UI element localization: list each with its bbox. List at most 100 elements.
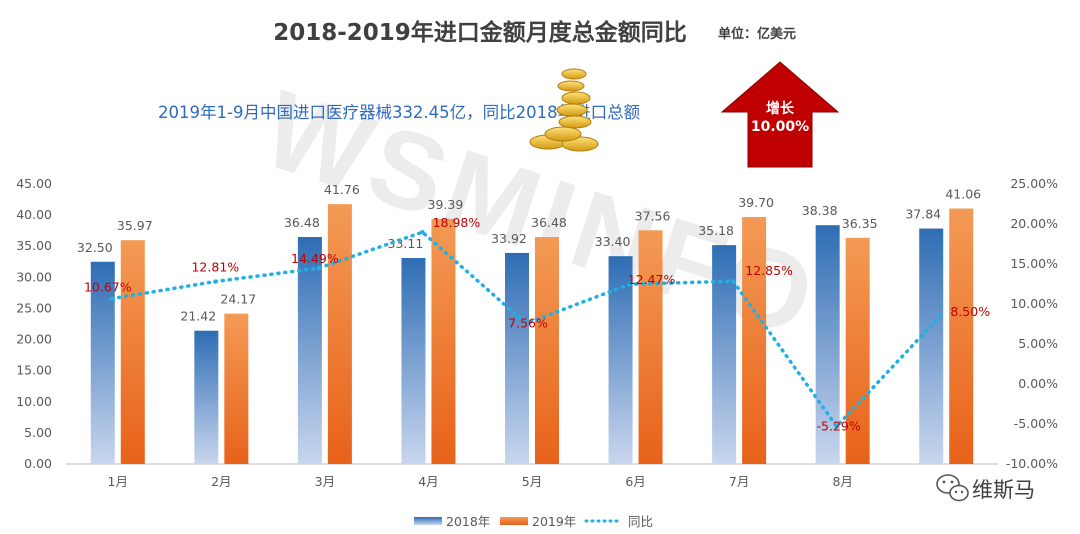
brand-badge: 维斯马 — [936, 474, 1035, 502]
bar-2018 — [919, 228, 944, 464]
yoy-label: 7.56% — [508, 316, 548, 331]
arrow-label-bottom: 10.00% — [751, 119, 809, 135]
arrow-label-top: 增长 — [766, 100, 795, 117]
y-tick-label: 30.00 — [16, 269, 52, 284]
bar-2019 — [535, 237, 559, 464]
bar-label-2018: 32.50 — [77, 240, 113, 255]
bar-label-2018: 33.11 — [388, 236, 424, 251]
bar-2018 — [297, 237, 322, 464]
y2-tick-label: 10.00% — [1010, 296, 1058, 311]
y2-tick-label: 5.00% — [1018, 336, 1058, 351]
yoy-label: 8.50% — [950, 304, 990, 319]
bar-label-2018: 21.42 — [180, 309, 216, 324]
yoy-point — [834, 424, 839, 429]
unit-label: 单位：亿美元 — [718, 26, 796, 42]
yoy-line-series — [109, 229, 943, 430]
yoy-label: 12.47% — [628, 272, 676, 287]
y-tick-label: 45.00 — [16, 176, 52, 191]
x-tick-label: 1月 — [108, 474, 128, 489]
y-tick-label: 35.00 — [16, 238, 52, 253]
x-axis: 1月 2月 3月 4月 5月 6月 7月 8月 — [108, 474, 853, 489]
x-tick-label: 6月 — [625, 474, 645, 489]
bar-2018 — [608, 256, 633, 464]
bar-value-labels: 32.50 35.97 21.42 24.17 36.48 41.76 33.11 39.39… — [77, 182, 981, 324]
legend: 2018年 2019年 同比 — [414, 514, 653, 529]
coins-icon — [529, 68, 599, 152]
y-tick-label: 20.00 — [16, 332, 52, 347]
yoy-label: -5.29% — [817, 418, 861, 433]
brand-name: 维斯马 — [972, 478, 1035, 502]
bar-label-2018: 35.18 — [698, 223, 734, 238]
bar-2018 — [505, 252, 529, 464]
legend-swatch-2019 — [500, 517, 528, 525]
bar-2019 — [742, 216, 767, 464]
yoy-point — [938, 313, 943, 319]
bar-label-2019: 39.39 — [428, 197, 464, 212]
chart-title: 2018-2019年进口金额月度总金额同比 — [273, 19, 687, 46]
y-tick-label: 5.00 — [24, 425, 52, 440]
bar-label-2018: 37.84 — [905, 207, 941, 222]
yoy-point — [109, 296, 114, 301]
y2-tick-label: 20.00% — [1010, 216, 1058, 231]
bar-2019 — [120, 240, 145, 464]
y-tick-label: 40.00 — [16, 207, 52, 222]
bar-label-2019: 35.97 — [117, 218, 153, 233]
yoy-point — [420, 229, 425, 235]
yoy-label: 12.85% — [745, 263, 793, 278]
increase-arrow-icon: 增长 10.00% — [720, 61, 840, 168]
y-tick-label: 15.00 — [16, 363, 52, 378]
legend-swatch-2018 — [414, 517, 442, 525]
bar-label-2018: 33.40 — [595, 234, 631, 249]
bar-label-2019: 36.48 — [531, 215, 567, 230]
y-tick-label: 10.00 — [16, 394, 52, 409]
bar-label-2019: 39.70 — [738, 195, 774, 210]
x-tick-label: 3月 — [315, 474, 335, 489]
bar-label-2019: 36.35 — [842, 216, 878, 231]
yoy-point — [213, 279, 218, 284]
y2-tick-label: 25.00% — [1010, 176, 1058, 191]
y-axis-secondary: -10.00% -5.00% 0.00% 5.00% 10.00% 15.00% 20.00… — [1006, 176, 1058, 471]
y2-tick-label: 15.00% — [1010, 256, 1058, 271]
bar-label-2018: 36.48 — [284, 215, 320, 230]
bar-2019 — [845, 237, 870, 464]
yoy-point — [627, 282, 632, 287]
x-tick-label: 5月 — [522, 474, 542, 489]
bar-label-2019: 41.06 — [945, 187, 981, 202]
bar-label-2019: 37.56 — [635, 208, 671, 223]
yoy-label: 10.67% — [84, 280, 132, 295]
y-axis-primary: 0.00 5.00 10.00 15.00 20.00 25.00 30.00 35.00 40… — [16, 176, 52, 471]
bar-2019 — [638, 230, 663, 464]
x-tick-label: 7月 — [729, 474, 749, 489]
y2-tick-label: -10.00% — [1006, 456, 1058, 471]
yoy-label: 12.81% — [191, 260, 239, 275]
bar-series — [90, 204, 974, 464]
x-tick-label: 8月 — [832, 474, 852, 489]
bar-label-2018: 33.92 — [491, 231, 527, 246]
x-tick-label: 4月 — [418, 474, 438, 489]
x-tick-label: 2月 — [211, 474, 231, 489]
yoy-point — [316, 265, 322, 271]
bar-label-2019: 24.17 — [220, 292, 256, 307]
bar-2019 — [224, 313, 249, 464]
legend-label-2019: 2019年 — [532, 514, 576, 529]
wechat-icon — [936, 474, 969, 502]
yoy-point — [730, 279, 736, 284]
bar-2019 — [949, 208, 974, 464]
y-tick-label: 25.00 — [16, 300, 52, 315]
bar-2019 — [327, 204, 352, 464]
legend-label-2018: 2018年 — [446, 514, 490, 529]
bar-label-2019: 41.76 — [324, 182, 360, 197]
y-tick-label: 0.00 — [24, 456, 52, 471]
y2-tick-label: -5.00% — [1014, 416, 1058, 431]
bar-2019 — [431, 218, 456, 464]
y2-tick-label: 0.00% — [1018, 376, 1058, 391]
yoy-label: 14.49% — [291, 251, 339, 266]
bar-2018 — [194, 330, 219, 464]
bar-2018 — [401, 257, 426, 464]
yoy-value-labels: 10.67% 12.81% 14.49% 18.98% 7.56% 12.47% 12.85… — [84, 215, 990, 433]
yoy-point — [523, 321, 529, 326]
legend-label-yoy: 同比 — [628, 514, 653, 529]
bar-2018 — [712, 245, 737, 464]
bar-label-2018: 38.38 — [802, 203, 838, 218]
